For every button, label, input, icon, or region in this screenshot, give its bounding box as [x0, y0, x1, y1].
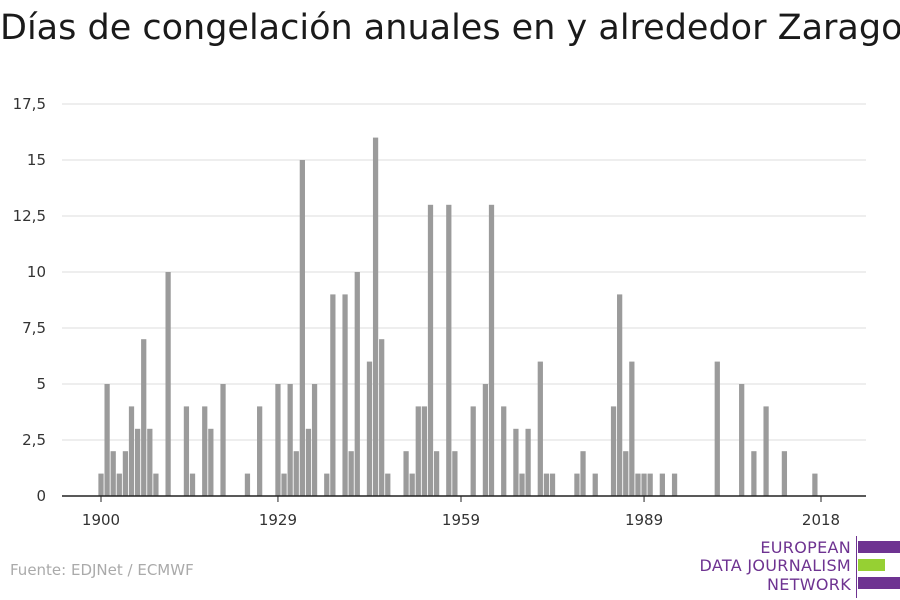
bar-1934 — [305, 428, 312, 496]
bar-1926 — [257, 406, 263, 496]
bar-1988 — [635, 473, 641, 496]
bar-2007 — [751, 451, 757, 496]
x-tick-label: 1900 — [82, 511, 120, 529]
bar-2012 — [781, 451, 788, 496]
bar-1908 — [147, 428, 153, 496]
bar-1917 — [202, 406, 208, 496]
bar-2009 — [763, 406, 769, 496]
logo-bar-purple-bottom — [858, 577, 900, 589]
bar-1978 — [574, 473, 580, 496]
bar-1992 — [659, 473, 665, 496]
chart-title: Días de congelación anuales en y alreded… — [0, 8, 900, 48]
x-tick-label: 2018 — [802, 511, 840, 529]
bar-1909 — [153, 473, 159, 496]
bar-1989 — [641, 473, 647, 496]
bar-1907 — [141, 339, 147, 496]
logo-bar-green — [858, 559, 885, 571]
bar-1920 — [220, 384, 226, 496]
bar-1979 — [580, 451, 586, 496]
bar-1952 — [415, 406, 421, 496]
bar-1905 — [128, 406, 135, 496]
x-tick-label: 1959 — [442, 511, 480, 529]
bar-1900 — [98, 473, 104, 496]
y-tick-label: 17,5 — [13, 95, 46, 113]
bar-1955 — [433, 451, 440, 496]
bar-1963 — [482, 384, 489, 496]
bar-1945 — [372, 137, 379, 496]
logo-divider — [856, 536, 857, 598]
bar-1986 — [623, 451, 629, 496]
bar-1901 — [104, 384, 110, 496]
bar-1931 — [287, 384, 293, 496]
grid-lines — [62, 103, 866, 441]
y-tick-label: 2,5 — [22, 431, 46, 449]
edjnet-logo[interactable]: EUROPEAN DATA JOURNALISM NETWORK — [700, 536, 900, 598]
bar-1953 — [421, 406, 428, 496]
bar-1990 — [647, 473, 653, 496]
bar-2001 — [714, 361, 720, 496]
bar-1984 — [610, 406, 617, 496]
bar-1944 — [366, 361, 373, 496]
bar-1994 — [671, 473, 678, 496]
y-tick-label: 0 — [36, 487, 46, 505]
bar-1935 — [311, 384, 318, 496]
x-axis: 1900 1929 1959 1989 2018 — [62, 495, 866, 529]
y-tick-label: 5 — [36, 375, 46, 393]
bar-1906 — [134, 428, 141, 496]
bar-1961 — [470, 406, 476, 496]
bar-1972 — [537, 361, 543, 496]
bar-1911 — [165, 272, 171, 496]
source-note: Fuente: EDJNet / ECMWF — [10, 561, 194, 579]
y-tick-label: 12,5 — [13, 207, 46, 225]
logo-text-network: NETWORK — [767, 575, 851, 594]
bar-1904 — [122, 451, 129, 496]
bar-1924 — [244, 473, 251, 496]
logo-text-data-journalism: DATA JOURNALISM — [699, 556, 851, 575]
y-tick-label: 7,5 — [22, 319, 46, 337]
bar-1981 — [592, 473, 598, 496]
x-tick-label: 1989 — [625, 511, 663, 529]
bar-1958 — [452, 451, 458, 496]
bar-1941 — [348, 451, 354, 496]
bar-2017 — [812, 473, 818, 496]
bar-1966 — [501, 406, 507, 496]
bar-1957 — [446, 204, 452, 497]
bar-1985 — [617, 294, 623, 496]
bar-1903 — [116, 473, 122, 496]
bar-1918 — [208, 428, 214, 496]
bar-1987 — [629, 361, 635, 496]
bar-1969 — [519, 473, 525, 496]
bar-1950 — [403, 451, 409, 496]
bar-1946 — [379, 339, 385, 496]
x-tick-label: 1929 — [259, 511, 297, 529]
bar-1973 — [543, 473, 550, 496]
bar-1938 — [330, 294, 336, 496]
bar-1929 — [275, 384, 281, 496]
bar-1902 — [110, 451, 116, 496]
logo-bar-purple-top — [858, 541, 900, 553]
bar-1937 — [324, 473, 330, 496]
logo-text-european: EUROPEAN — [760, 538, 851, 557]
y-tick-label: 10 — [27, 263, 46, 281]
bar-1968 — [513, 428, 519, 496]
bar-1974 — [549, 473, 556, 496]
bar-1947 — [385, 473, 391, 496]
bar-1954 — [427, 204, 434, 497]
bar-1930 — [281, 473, 287, 496]
bar-1951 — [409, 473, 415, 496]
bar-1964 — [488, 204, 495, 497]
y-tick-label: 15 — [27, 151, 46, 169]
bar-1914 — [183, 406, 190, 496]
bars — [98, 137, 818, 497]
bar-1940 — [342, 294, 348, 496]
bar-1970 — [525, 428, 531, 496]
bar-1915 — [189, 473, 196, 496]
bar-1933 — [299, 160, 305, 496]
bar-1942 — [354, 272, 360, 496]
bar-1932 — [293, 451, 299, 496]
y-axis-tick-labels: 0 2,5 5 7,5 10 12,5 15 17,5 — [13, 95, 46, 505]
bar-2005 — [739, 384, 745, 496]
